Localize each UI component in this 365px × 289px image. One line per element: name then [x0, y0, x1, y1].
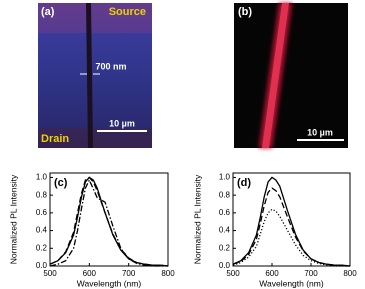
image-text: Source — [109, 6, 146, 18]
scale-bar-label: 10 µm — [307, 127, 333, 137]
x-axis-label: Wavelength (nm) — [259, 278, 324, 288]
image-a: (a) Source 700 nm Drain 10 µm — [38, 3, 152, 148]
y-tick-label: 0.8 — [36, 190, 48, 199]
y-tick-label: 0.2 — [36, 243, 48, 252]
line-series — [232, 208, 350, 267]
y-tick-label: 0.4 — [36, 226, 48, 235]
y-tick-label: 0.6 — [36, 208, 48, 217]
plot-frame — [49, 172, 169, 267]
x-tick-label: 800 — [161, 269, 175, 278]
plot-frame — [232, 172, 351, 267]
panel-label: (b) — [238, 6, 252, 18]
image-text: Drain — [41, 133, 69, 145]
x-tick-label: 600 — [83, 269, 97, 278]
panel-label: (a) — [41, 6, 55, 18]
y-tick-label: 0.6 — [219, 208, 231, 217]
panel-label: (d) — [237, 177, 251, 189]
y-tick-label: 0.0 — [36, 261, 48, 270]
line-series — [49, 178, 168, 267]
x-axis-label: Wavelength (nm) — [77, 278, 142, 288]
y-tick-label: 1.0 — [219, 173, 231, 182]
x-tick-label: 500 — [226, 269, 240, 278]
line-series — [49, 176, 169, 267]
y-tick-label: 0.4 — [219, 226, 231, 235]
line-series — [232, 187, 350, 267]
scale-bar-label: 10 µm — [109, 118, 135, 128]
x-tick-label: 600 — [265, 269, 279, 278]
image-b: (b) 10 µm — [234, 3, 348, 148]
panel-label: (c) — [54, 177, 68, 189]
y-tick-label: 0.0 — [219, 261, 231, 270]
x-tick-label: 800 — [343, 269, 357, 278]
x-tick-label: 700 — [122, 269, 136, 278]
y-axis-label: Normalized PL Intensity — [8, 174, 18, 264]
x-tick-label: 700 — [304, 269, 318, 278]
x-tick-label: 500 — [43, 269, 57, 278]
y-axis-label: Normalized PL Intensity — [192, 174, 202, 264]
y-tick-label: 1.0 — [36, 173, 48, 182]
image-text: 700 nm — [95, 61, 126, 71]
line-series — [232, 176, 351, 267]
y-tick-label: 0.8 — [219, 190, 231, 199]
y-tick-label: 0.2 — [219, 243, 231, 252]
